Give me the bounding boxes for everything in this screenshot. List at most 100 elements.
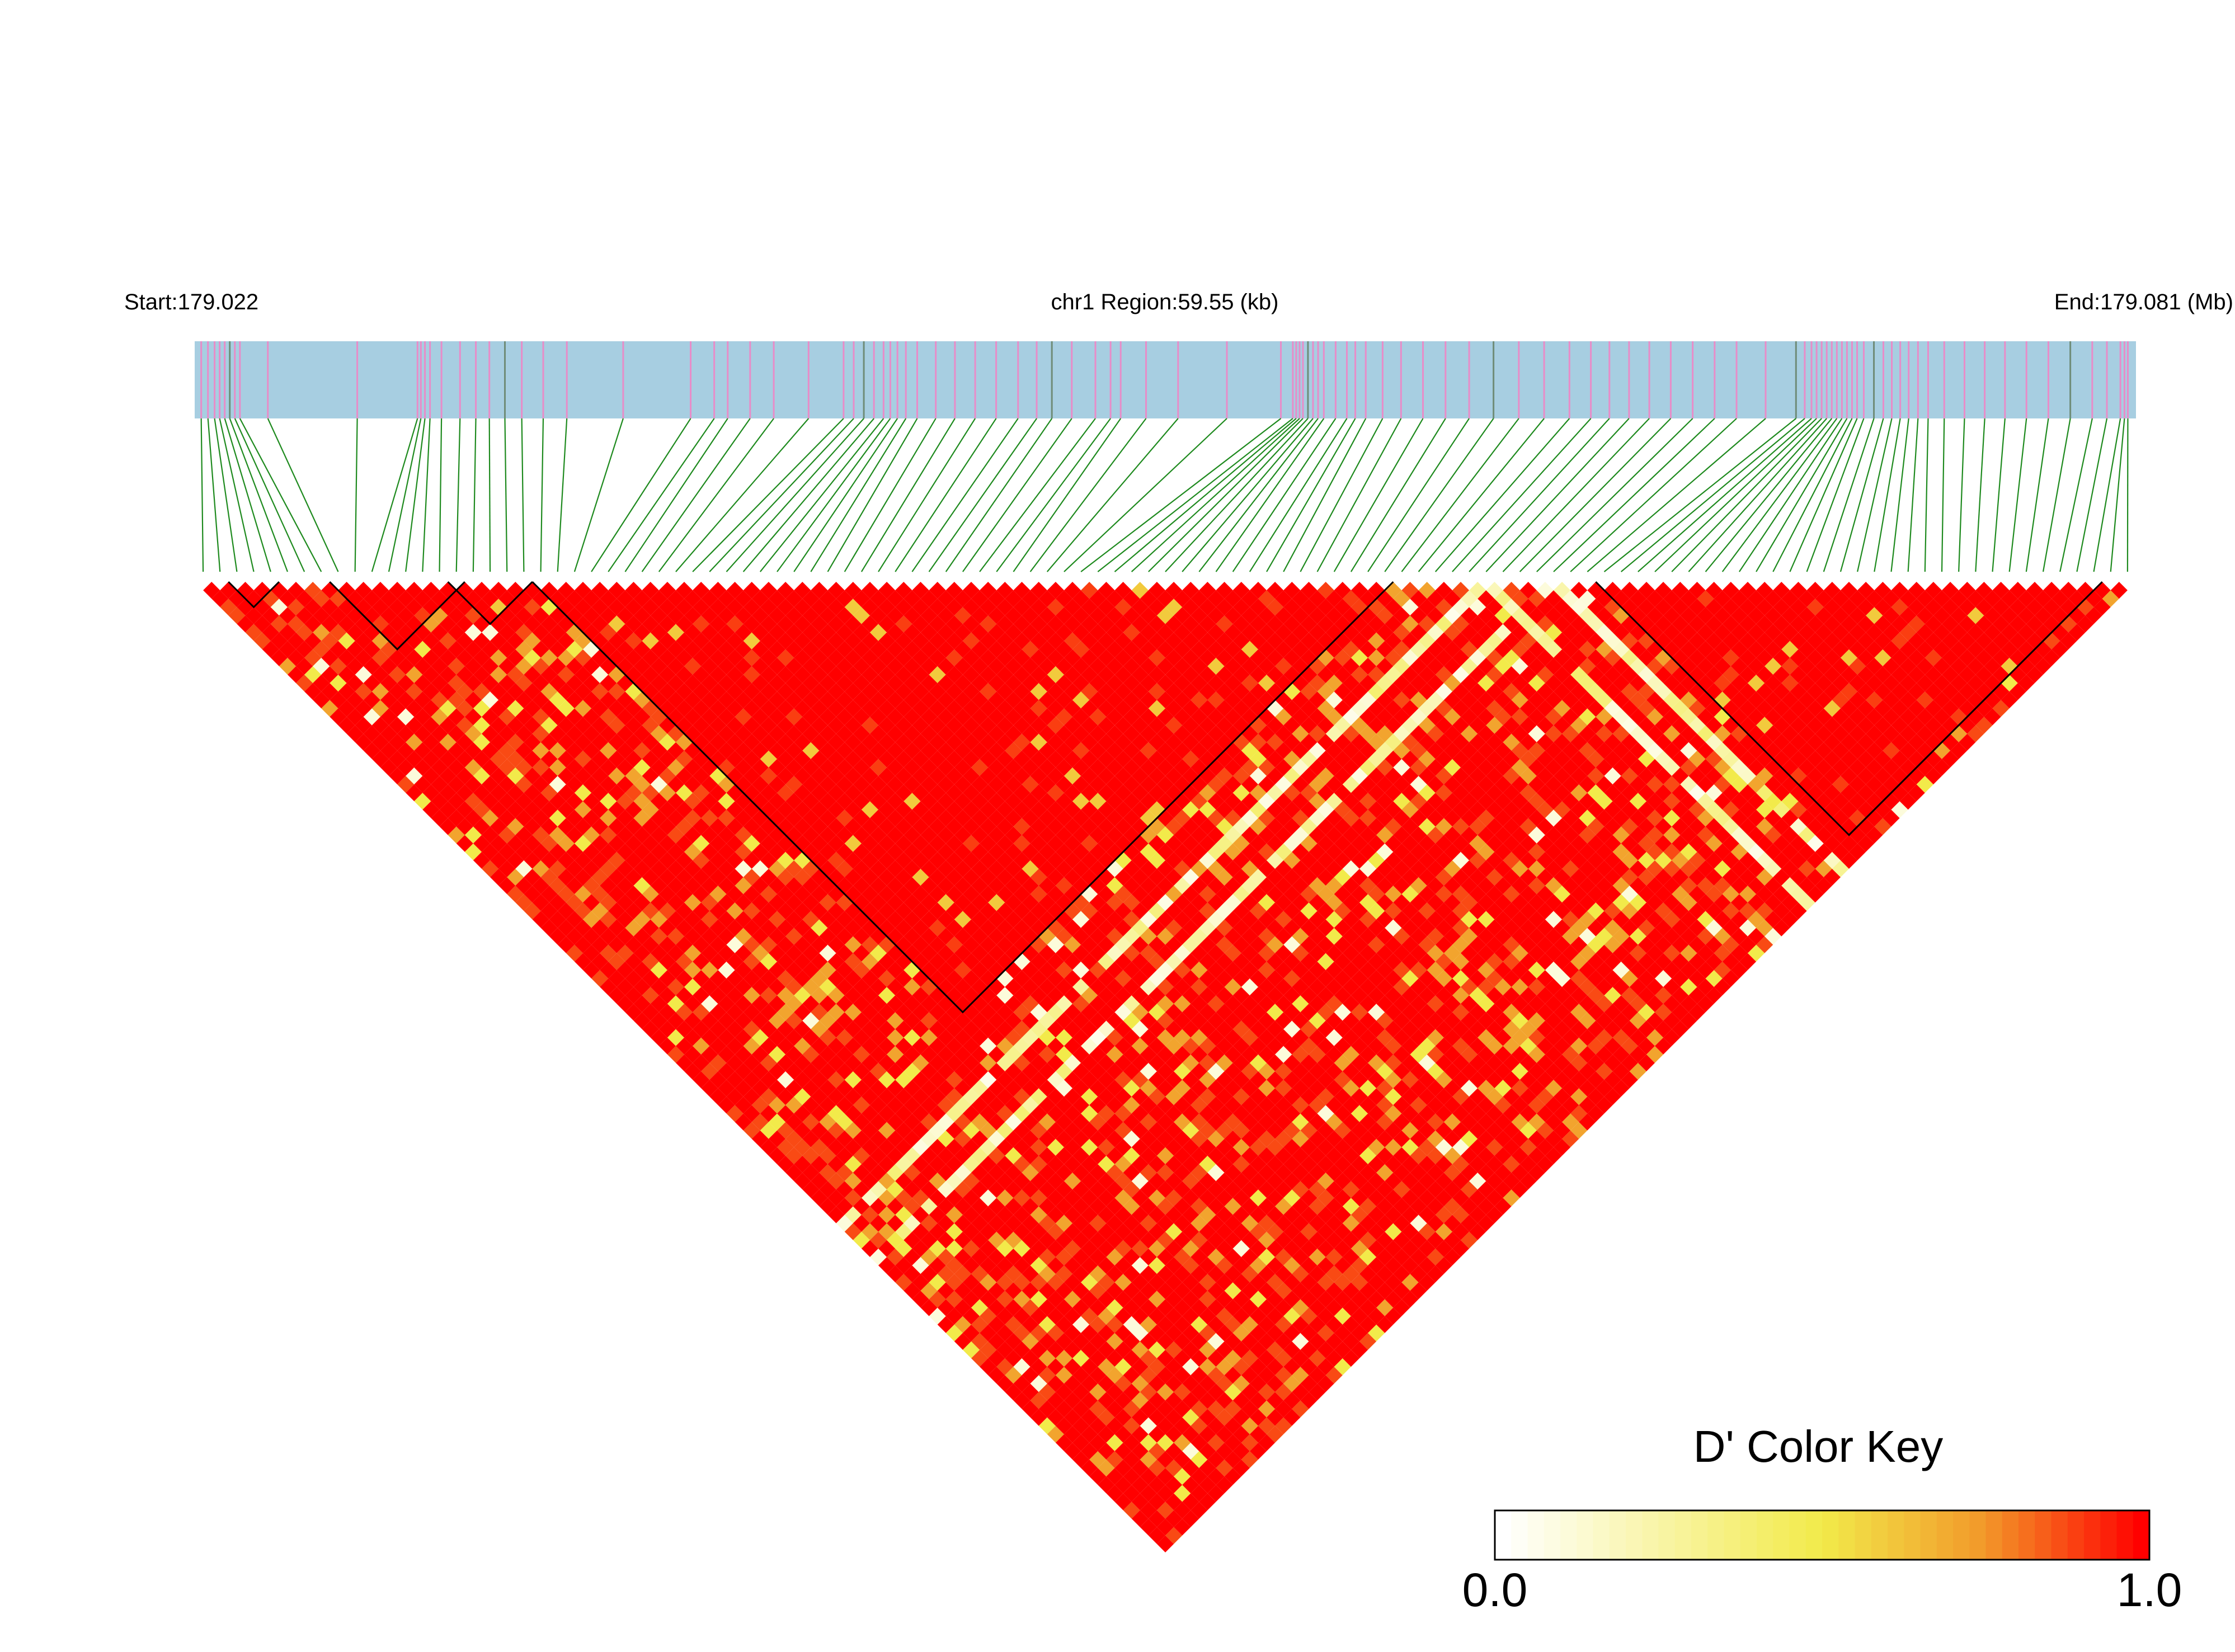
ld-cell bbox=[1081, 1375, 1098, 1392]
ld-cell bbox=[321, 683, 338, 700]
ld-cell bbox=[684, 1046, 702, 1063]
ld-cell bbox=[1182, 1476, 1199, 1494]
ld-cell bbox=[819, 1063, 836, 1080]
ld-cell bbox=[380, 607, 398, 624]
ld-cell bbox=[827, 953, 845, 970]
ld-cell bbox=[1047, 1409, 1064, 1426]
ld-cell bbox=[1022, 1063, 1039, 1080]
ld-cell bbox=[566, 657, 583, 675]
ld-cell bbox=[397, 776, 415, 793]
ld-cell bbox=[1131, 1138, 1149, 1156]
ld-cell bbox=[904, 1029, 921, 1046]
ld-cell bbox=[1106, 1282, 1123, 1300]
ld-cell bbox=[1123, 1282, 1140, 1300]
ld-cell bbox=[693, 1071, 710, 1089]
ld-cell bbox=[760, 666, 777, 683]
ld-cell bbox=[406, 649, 423, 666]
ld-cell bbox=[1064, 1173, 1081, 1190]
ld-cell bbox=[1038, 1063, 1056, 1080]
ld-cell bbox=[557, 767, 575, 785]
ld-cell bbox=[1283, 1358, 1301, 1376]
ld-cell bbox=[693, 1020, 710, 1038]
ld-cell bbox=[524, 902, 541, 920]
ld-cell bbox=[1232, 1173, 1250, 1190]
ld-cell bbox=[1123, 1485, 1140, 1502]
ld-cell bbox=[802, 877, 820, 895]
ld-cell bbox=[861, 835, 878, 852]
ld-cell bbox=[701, 928, 718, 945]
ld-cell bbox=[1047, 1392, 1064, 1409]
ld-cell bbox=[473, 717, 490, 734]
ld-cell bbox=[1098, 1122, 1115, 1139]
ld-cell bbox=[1123, 1417, 1140, 1434]
ld-cell bbox=[490, 784, 507, 802]
ld-cell bbox=[1114, 1088, 1132, 1105]
ld-cell bbox=[414, 742, 431, 759]
ld-cell bbox=[962, 1173, 980, 1190]
ld-cell bbox=[945, 1189, 963, 1207]
ld-cell bbox=[414, 759, 431, 776]
ld-cell bbox=[482, 725, 499, 742]
ld-cell bbox=[709, 970, 727, 987]
ld-cell bbox=[431, 624, 448, 641]
ld-cell bbox=[836, 1130, 853, 1147]
ld-cell bbox=[1283, 1341, 1301, 1358]
ld-cell bbox=[1131, 1442, 1149, 1460]
ld-cell bbox=[920, 1113, 938, 1131]
snp-connector bbox=[1333, 418, 1424, 572]
ld-cell bbox=[980, 919, 997, 936]
ld-cell bbox=[988, 1012, 1005, 1029]
ld-cell bbox=[743, 886, 760, 903]
ld-cell bbox=[1005, 1080, 1022, 1097]
ld-cell bbox=[448, 624, 465, 641]
ld-cell bbox=[844, 784, 862, 802]
ld-cell bbox=[962, 1189, 980, 1207]
snp-connector bbox=[1469, 418, 1610, 572]
ld-cell bbox=[507, 717, 524, 734]
ld-cell bbox=[380, 742, 398, 759]
ld-cell bbox=[1199, 1442, 1216, 1460]
ld-cell bbox=[912, 1122, 929, 1139]
ld-cell bbox=[726, 700, 744, 717]
ld-cell bbox=[591, 599, 609, 616]
ld-cell bbox=[532, 843, 549, 860]
ld-cell bbox=[1216, 1155, 1233, 1173]
ld-cell bbox=[406, 582, 423, 599]
ld-cell bbox=[827, 1206, 845, 1223]
ld-cell bbox=[811, 1122, 828, 1139]
ld-cell bbox=[583, 657, 600, 675]
ld-cell bbox=[1022, 1046, 1039, 1063]
ld-cell bbox=[1232, 1307, 1250, 1325]
ld-cell bbox=[389, 700, 406, 717]
ld-cell bbox=[768, 793, 786, 810]
ld-cell bbox=[608, 970, 625, 987]
ld-cell bbox=[1114, 1189, 1132, 1207]
ld-cell bbox=[1140, 1231, 1157, 1249]
ld-cell bbox=[1182, 1274, 1199, 1291]
ld-cell bbox=[777, 750, 794, 768]
ld-cell bbox=[1191, 1451, 1208, 1469]
ld-cell bbox=[794, 1173, 811, 1190]
ld-cell bbox=[878, 953, 896, 970]
ld-cell bbox=[701, 995, 718, 1013]
ld-cell bbox=[1140, 1316, 1157, 1333]
ld-cell bbox=[473, 649, 490, 666]
ld-cell bbox=[321, 632, 338, 649]
ld-cell bbox=[1292, 1316, 1309, 1333]
ld-cell bbox=[1013, 1155, 1031, 1173]
ld-cell bbox=[794, 987, 811, 1004]
snp-connector bbox=[214, 418, 238, 572]
ld-cell bbox=[988, 1316, 1005, 1333]
ld-cell bbox=[676, 700, 693, 717]
ld-cell bbox=[954, 1299, 971, 1316]
snp-connector bbox=[2110, 418, 2125, 572]
ld-cell bbox=[1191, 1215, 1208, 1232]
ld-cell bbox=[667, 624, 684, 641]
ld-cell bbox=[667, 675, 684, 692]
ld-cell bbox=[1098, 1375, 1115, 1392]
ld-cell bbox=[363, 590, 380, 608]
ld-cell bbox=[288, 615, 305, 633]
ld-cell bbox=[971, 1248, 989, 1265]
ld-cell bbox=[920, 1130, 938, 1147]
ld-cell bbox=[743, 683, 760, 700]
